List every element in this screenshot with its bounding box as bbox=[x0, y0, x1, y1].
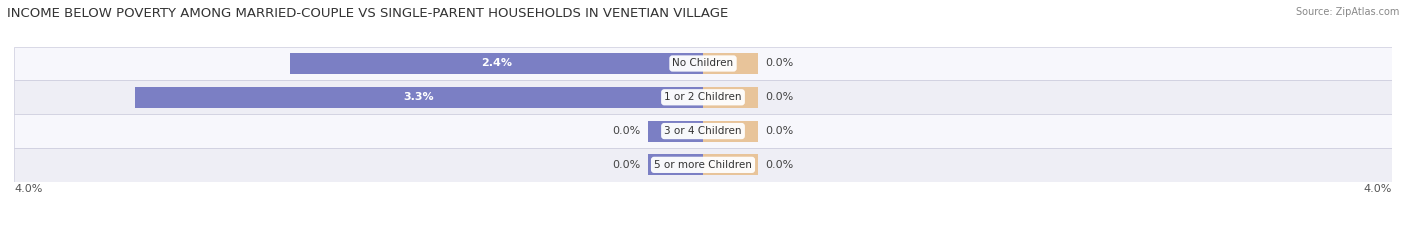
Bar bbox=[703, 154, 758, 175]
Text: 1 or 2 Children: 1 or 2 Children bbox=[664, 92, 742, 102]
Bar bbox=[14, 47, 1392, 80]
Text: 0.0%: 0.0% bbox=[765, 160, 793, 170]
Bar bbox=[135, 87, 703, 108]
Text: 0.0%: 0.0% bbox=[765, 92, 793, 102]
Text: 2.4%: 2.4% bbox=[481, 58, 512, 69]
Text: INCOME BELOW POVERTY AMONG MARRIED-COUPLE VS SINGLE-PARENT HOUSEHOLDS IN VENETIA: INCOME BELOW POVERTY AMONG MARRIED-COUPL… bbox=[7, 7, 728, 20]
Bar bbox=[290, 53, 703, 74]
Text: 0.0%: 0.0% bbox=[613, 126, 641, 136]
Text: 4.0%: 4.0% bbox=[1364, 184, 1392, 194]
Bar bbox=[648, 154, 703, 175]
Text: 3.3%: 3.3% bbox=[404, 92, 434, 102]
Bar bbox=[648, 121, 703, 141]
Text: 0.0%: 0.0% bbox=[765, 58, 793, 69]
Text: No Children: No Children bbox=[672, 58, 734, 69]
Text: 4.0%: 4.0% bbox=[14, 184, 42, 194]
Bar bbox=[14, 114, 1392, 148]
Bar bbox=[703, 53, 758, 74]
Text: 5 or more Children: 5 or more Children bbox=[654, 160, 752, 170]
Text: 0.0%: 0.0% bbox=[613, 160, 641, 170]
Text: 0.0%: 0.0% bbox=[765, 126, 793, 136]
Bar bbox=[703, 87, 758, 108]
Text: 3 or 4 Children: 3 or 4 Children bbox=[664, 126, 742, 136]
Bar bbox=[703, 121, 758, 141]
Bar bbox=[14, 80, 1392, 114]
Text: Source: ZipAtlas.com: Source: ZipAtlas.com bbox=[1295, 7, 1399, 17]
Bar bbox=[14, 148, 1392, 182]
